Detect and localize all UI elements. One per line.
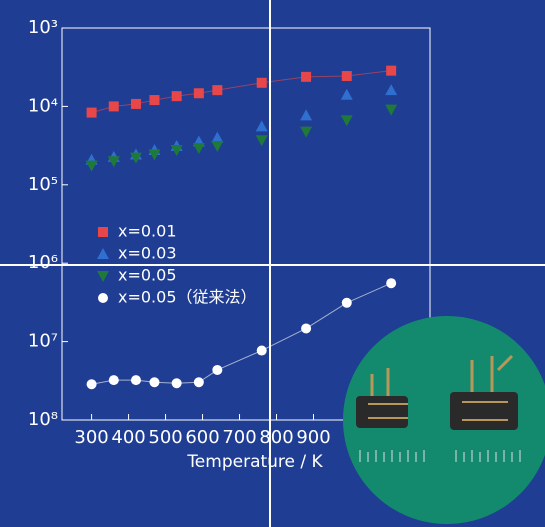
sample bbox=[450, 392, 518, 430]
x-tick-label: 600 bbox=[185, 427, 219, 448]
x-tick-label: 400 bbox=[111, 427, 145, 448]
marker bbox=[109, 101, 119, 111]
y-tick-label: 10³ bbox=[28, 17, 58, 38]
legend-label: x=0.03 bbox=[118, 244, 177, 263]
marker bbox=[212, 85, 222, 95]
marker bbox=[109, 375, 119, 385]
y-tick-label: 10⁶ bbox=[28, 252, 58, 273]
marker bbox=[342, 298, 352, 308]
marker bbox=[87, 108, 97, 118]
marker bbox=[194, 377, 204, 387]
x-tick-label: 700 bbox=[222, 427, 256, 448]
marker bbox=[194, 88, 204, 98]
marker bbox=[131, 99, 141, 109]
marker bbox=[149, 95, 159, 105]
y-tick-label: 10⁷ bbox=[28, 331, 58, 352]
marker bbox=[149, 377, 159, 387]
y-tick-label: 10⁸ bbox=[28, 409, 58, 430]
marker bbox=[87, 379, 97, 389]
marker bbox=[172, 91, 182, 101]
sample bbox=[356, 396, 408, 428]
marker bbox=[131, 375, 141, 385]
marker bbox=[386, 66, 396, 76]
legend-marker bbox=[98, 227, 108, 237]
sample-photo bbox=[343, 316, 545, 524]
marker bbox=[386, 278, 396, 288]
y-tick-label: 10⁵ bbox=[28, 174, 58, 195]
x-tick-label: 800 bbox=[259, 427, 293, 448]
x-tick-label: 900 bbox=[296, 427, 330, 448]
x-tick-label: 500 bbox=[148, 427, 182, 448]
x-axis-label: Temperature / K bbox=[186, 452, 323, 472]
x-tick-label: 300 bbox=[74, 427, 108, 448]
marker bbox=[342, 71, 352, 81]
legend-marker bbox=[98, 293, 108, 303]
marker bbox=[301, 323, 311, 333]
marker bbox=[212, 365, 222, 375]
marker bbox=[301, 72, 311, 82]
chart: 10³ 10⁴ 10⁵ 10⁶ 10⁷ 10⁸ 300400500600700800900 x… bbox=[0, 0, 545, 527]
legend-label: x=0.05 bbox=[118, 266, 177, 285]
marker bbox=[172, 378, 182, 388]
marker bbox=[257, 346, 267, 356]
legend-label: x=0.01 bbox=[118, 222, 177, 241]
y-tick-label: 10⁴ bbox=[28, 95, 58, 116]
legend-label: x=0.05（従来法） bbox=[118, 288, 257, 307]
marker bbox=[257, 78, 267, 88]
